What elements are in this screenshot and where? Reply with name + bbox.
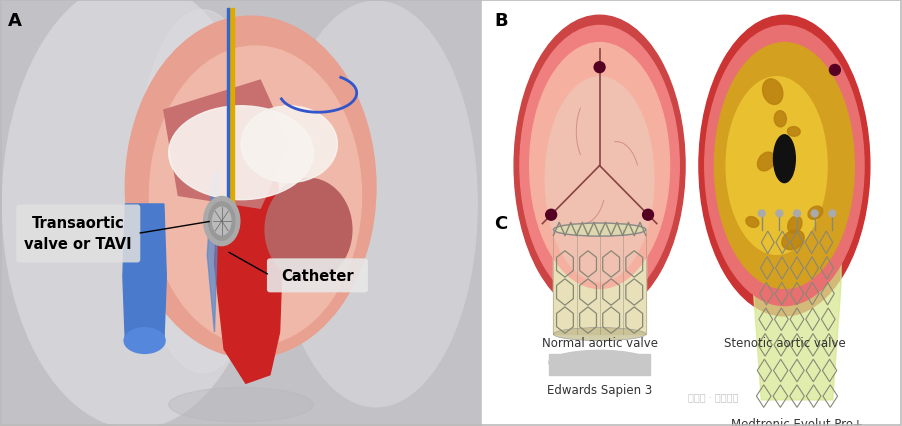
Ellipse shape — [787, 216, 802, 234]
Polygon shape — [753, 230, 841, 400]
Text: Stenotic aortic valve: Stenotic aortic valve — [723, 337, 845, 349]
Text: Catheter: Catheter — [281, 268, 354, 283]
Text: C: C — [494, 215, 507, 233]
Ellipse shape — [514, 16, 686, 316]
Ellipse shape — [169, 106, 313, 200]
Text: Normal aortic valve: Normal aortic valve — [541, 337, 658, 349]
Ellipse shape — [529, 43, 669, 289]
Text: Medtronic Evolut Pro+: Medtronic Evolut Pro+ — [731, 417, 863, 426]
Circle shape — [642, 210, 653, 221]
Ellipse shape — [554, 224, 646, 236]
Ellipse shape — [808, 207, 823, 220]
Ellipse shape — [746, 217, 759, 228]
Ellipse shape — [548, 351, 650, 375]
Bar — [482, 0, 902, 426]
Ellipse shape — [3, 0, 268, 426]
Ellipse shape — [726, 78, 827, 255]
Ellipse shape — [150, 47, 362, 345]
Text: Transaortic
valve or TAVI: Transaortic valve or TAVI — [24, 216, 132, 252]
Polygon shape — [164, 81, 290, 209]
Circle shape — [594, 63, 605, 73]
Ellipse shape — [699, 16, 870, 316]
Ellipse shape — [554, 328, 646, 341]
Text: B: B — [494, 12, 508, 30]
Polygon shape — [123, 204, 166, 341]
Ellipse shape — [208, 202, 235, 241]
Circle shape — [759, 210, 765, 217]
Circle shape — [829, 210, 835, 217]
Polygon shape — [215, 170, 282, 383]
Ellipse shape — [774, 135, 796, 183]
Ellipse shape — [124, 328, 165, 354]
Ellipse shape — [204, 197, 240, 246]
Ellipse shape — [275, 2, 477, 407]
Ellipse shape — [520, 26, 679, 306]
Ellipse shape — [169, 388, 313, 422]
Text: 公众号 · 我爱矣膈: 公众号 · 我爱矣膈 — [688, 391, 738, 401]
Circle shape — [811, 210, 818, 217]
Polygon shape — [228, 9, 235, 222]
Text: A: A — [8, 12, 22, 30]
Text: Edwards Sapien 3: Edwards Sapien 3 — [547, 383, 652, 396]
Ellipse shape — [782, 230, 805, 250]
Circle shape — [546, 210, 557, 221]
Ellipse shape — [762, 80, 783, 105]
Circle shape — [794, 210, 800, 217]
Ellipse shape — [714, 43, 854, 289]
Ellipse shape — [545, 78, 654, 282]
Bar — [0, 0, 482, 426]
FancyBboxPatch shape — [267, 259, 368, 293]
Ellipse shape — [787, 127, 800, 137]
Bar — [554, 250, 646, 334]
Ellipse shape — [213, 207, 231, 235]
FancyBboxPatch shape — [16, 205, 141, 263]
Polygon shape — [226, 9, 229, 222]
Ellipse shape — [265, 179, 352, 281]
Ellipse shape — [135, 11, 270, 373]
Circle shape — [830, 65, 841, 76]
Ellipse shape — [704, 26, 864, 306]
Ellipse shape — [774, 112, 787, 127]
Ellipse shape — [125, 17, 376, 358]
Ellipse shape — [241, 106, 337, 183]
Ellipse shape — [758, 153, 775, 171]
Circle shape — [776, 210, 783, 217]
Polygon shape — [207, 170, 219, 332]
Bar — [548, 354, 650, 375]
